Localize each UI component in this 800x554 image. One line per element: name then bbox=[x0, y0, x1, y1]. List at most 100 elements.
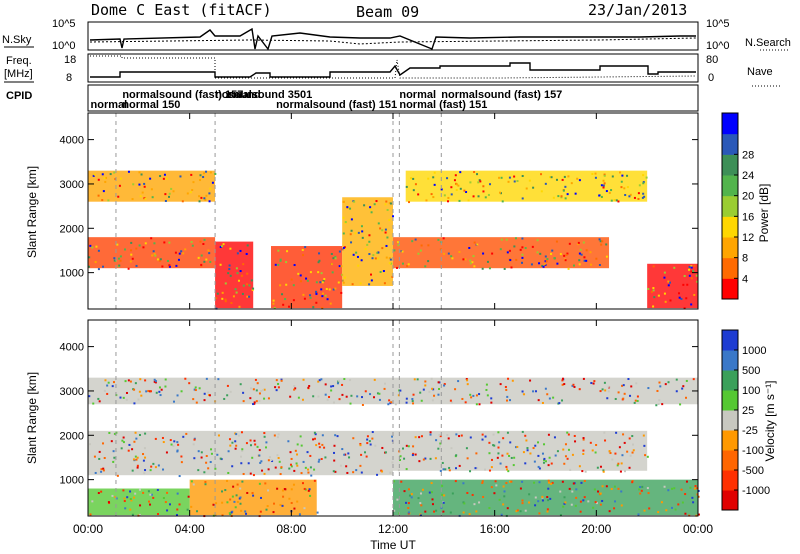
data-speck bbox=[374, 444, 377, 447]
data-speck bbox=[473, 503, 476, 506]
data-speck bbox=[370, 273, 373, 276]
data-speck bbox=[258, 482, 261, 485]
data-speck bbox=[267, 459, 270, 462]
data-speck bbox=[143, 185, 146, 188]
data-speck bbox=[622, 397, 625, 400]
data-speck bbox=[204, 198, 207, 201]
data-speck bbox=[475, 510, 478, 513]
data-speck bbox=[591, 172, 594, 175]
data-speck bbox=[198, 200, 201, 203]
data-speck bbox=[626, 186, 629, 189]
data-speck bbox=[142, 459, 145, 462]
data-speck bbox=[232, 485, 235, 488]
data-speck bbox=[477, 195, 480, 198]
data-speck bbox=[552, 396, 555, 399]
data-speck bbox=[564, 443, 567, 446]
data-speck bbox=[476, 173, 479, 176]
data-speck bbox=[386, 236, 389, 239]
data-speck bbox=[139, 378, 142, 381]
data-speck bbox=[469, 181, 472, 184]
data-speck bbox=[506, 251, 509, 254]
data-speck bbox=[663, 271, 666, 274]
data-speck bbox=[579, 510, 582, 513]
data-speck bbox=[279, 473, 282, 476]
data-speck bbox=[250, 279, 253, 282]
data-speck bbox=[682, 283, 685, 286]
data-speck bbox=[607, 390, 610, 393]
cpid-label-3: normal 150 bbox=[122, 99, 180, 111]
data-speck bbox=[484, 435, 487, 438]
data-speck bbox=[150, 188, 153, 191]
data-speck bbox=[119, 396, 122, 399]
data-speck bbox=[181, 200, 184, 203]
data-speck bbox=[317, 271, 320, 274]
data-speck bbox=[491, 252, 494, 255]
data-speck bbox=[366, 435, 369, 438]
data-speck bbox=[231, 441, 234, 444]
data-speck bbox=[446, 200, 449, 203]
data-speck bbox=[275, 389, 278, 392]
data-speck bbox=[135, 247, 138, 250]
data-speck bbox=[508, 454, 511, 457]
data-speck bbox=[236, 272, 239, 275]
data-speck bbox=[226, 501, 229, 504]
data-speck bbox=[407, 263, 410, 266]
data-speck bbox=[276, 436, 279, 439]
data-speck bbox=[559, 513, 562, 516]
data-speck bbox=[574, 192, 577, 195]
data-speck bbox=[505, 482, 508, 485]
data-speck bbox=[533, 460, 536, 463]
data-speck bbox=[602, 184, 605, 187]
data-speck bbox=[244, 510, 247, 513]
data-speck bbox=[275, 379, 278, 382]
data-speck bbox=[541, 401, 544, 404]
noise-left-tick-top: 10^5 bbox=[52, 18, 76, 30]
data-speck bbox=[341, 393, 344, 396]
data-speck bbox=[259, 461, 262, 464]
data-speck bbox=[668, 281, 671, 284]
data-speck bbox=[360, 471, 363, 474]
data-speck bbox=[231, 495, 234, 498]
data-speck bbox=[384, 451, 387, 454]
data-speck bbox=[258, 399, 261, 402]
data-speck bbox=[582, 499, 585, 502]
data-speck bbox=[559, 490, 562, 493]
data-speck bbox=[251, 456, 254, 459]
data-speck bbox=[197, 469, 200, 472]
data-speck bbox=[542, 461, 545, 464]
data-speck bbox=[349, 233, 352, 236]
data-speck bbox=[334, 255, 337, 258]
data-speck bbox=[209, 187, 212, 190]
data-speck bbox=[176, 394, 179, 397]
data-speck bbox=[248, 295, 251, 298]
data-speck bbox=[407, 507, 410, 510]
data-speck bbox=[599, 390, 602, 393]
data-speck bbox=[317, 395, 320, 398]
data-speck bbox=[118, 264, 121, 267]
nave-label: Nave bbox=[747, 66, 773, 78]
x-tick-label-0: 00:00 bbox=[73, 522, 103, 536]
data-speck bbox=[393, 249, 396, 252]
data-speck bbox=[475, 452, 478, 455]
data-speck bbox=[126, 496, 129, 499]
data-speck bbox=[545, 260, 548, 263]
data-speck bbox=[450, 193, 453, 196]
data-speck bbox=[170, 443, 173, 446]
data-speck bbox=[476, 243, 479, 246]
data-speck bbox=[214, 172, 217, 175]
data-speck bbox=[474, 467, 477, 470]
data-speck bbox=[195, 401, 198, 404]
data-speck bbox=[472, 195, 475, 198]
data-speck bbox=[118, 184, 121, 187]
data-speck bbox=[437, 447, 440, 450]
data-speck bbox=[441, 461, 444, 464]
data-speck bbox=[138, 244, 141, 247]
data-speck bbox=[107, 199, 110, 202]
data-speck bbox=[149, 503, 152, 506]
data-speck bbox=[581, 470, 584, 473]
data-speck bbox=[451, 257, 454, 260]
data-speck bbox=[340, 265, 343, 268]
data-speck bbox=[235, 267, 238, 270]
data-speck bbox=[390, 262, 393, 265]
data-speck bbox=[316, 511, 319, 514]
